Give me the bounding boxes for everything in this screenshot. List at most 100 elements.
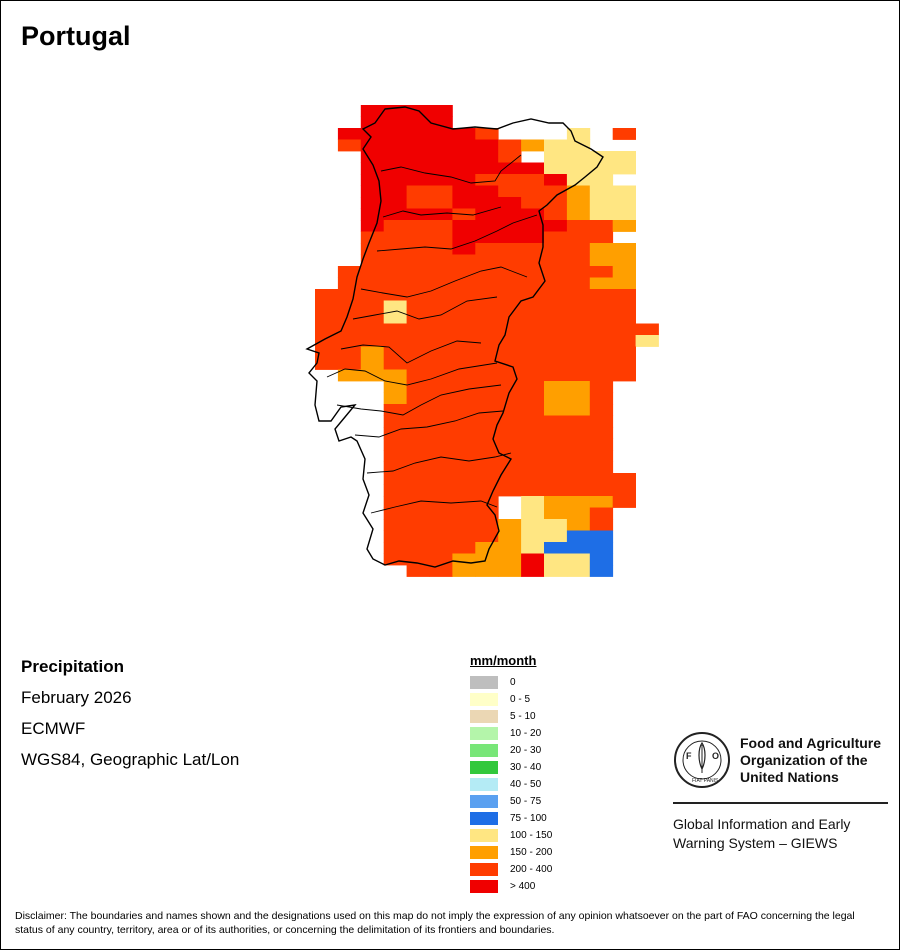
grid-cell (544, 220, 568, 232)
grid-cell (544, 300, 568, 313)
grid-cell (475, 254, 499, 267)
grid-cell (429, 231, 453, 244)
grid-cell (589, 335, 614, 347)
grid-cell (383, 231, 407, 244)
grid-cell (475, 358, 499, 370)
legend-label: 30 - 40 (510, 762, 542, 773)
grid-cell (544, 404, 568, 416)
grid-cell (360, 231, 385, 244)
grid-cell (429, 530, 453, 543)
legend-swatch (470, 676, 498, 689)
grid-cell (544, 266, 568, 278)
grid-cell (406, 358, 430, 370)
grid-cell (589, 461, 614, 474)
legend-item: 0 (470, 674, 552, 691)
grid-cell (429, 404, 453, 416)
grid-cell (521, 162, 545, 175)
grid-cell (498, 185, 522, 198)
grid-cell (544, 162, 568, 175)
grid-cell (566, 381, 591, 393)
legend-swatch (470, 812, 498, 825)
grid-cell (383, 461, 407, 474)
legend-item: 5 - 10 (470, 708, 552, 725)
grid-cell (544, 185, 568, 198)
grid-cell (612, 300, 636, 313)
grid-cell (612, 185, 636, 198)
grid-cell (406, 151, 430, 163)
legend-label: 0 (510, 677, 516, 688)
grid-cell (521, 542, 545, 554)
grid-cell (475, 519, 499, 531)
grid-cell (475, 530, 499, 543)
grid-cell (452, 128, 476, 140)
grid-cell (452, 197, 476, 209)
legend-label: 40 - 50 (510, 779, 542, 790)
fao-name: Food and Agriculture Organization of the… (740, 735, 881, 786)
grid-cell (521, 415, 545, 428)
grid-cell (406, 507, 430, 520)
grid-cell (429, 461, 453, 474)
legend-swatch (470, 727, 498, 740)
grid-cell (589, 300, 614, 313)
grid-cell (498, 542, 522, 554)
grid-cell (589, 151, 614, 163)
grid-cell (360, 220, 385, 232)
grid-cell (452, 254, 476, 267)
grid-cell (544, 553, 568, 566)
grid-cell (498, 404, 522, 416)
grid-cell (406, 530, 430, 543)
grid-cell (566, 530, 591, 543)
fao-name-line3: United Nations (740, 769, 839, 785)
grid-cell (612, 277, 636, 290)
grid-cell (475, 220, 499, 232)
grid-cell (544, 473, 568, 485)
grid-cell (406, 519, 430, 531)
grid-cell (383, 484, 407, 497)
grid-cell (452, 530, 476, 543)
grid-cell (544, 542, 568, 554)
grid-cell (544, 358, 568, 370)
variable-label: Precipitation (21, 657, 124, 676)
map-title: Portugal (21, 21, 131, 51)
logo-letter-o: O (712, 751, 719, 761)
grid-cell (406, 346, 430, 359)
grid-cell (475, 335, 499, 347)
grid-cell (475, 139, 499, 152)
grid-cell (521, 484, 545, 497)
grid-cell (452, 277, 476, 290)
grid-cell (544, 174, 568, 186)
grid-cell (383, 243, 407, 255)
grid-cell (337, 323, 362, 336)
grid-cell (566, 553, 591, 566)
grid-cell (589, 450, 614, 462)
grid-cell (498, 312, 522, 324)
grid-cell (498, 323, 522, 336)
grid-cell (429, 220, 453, 232)
grid-cell (406, 128, 430, 140)
grid-cell (498, 197, 522, 209)
legend-swatch (470, 846, 498, 859)
legend-item: > 400 (470, 878, 552, 895)
grid-cell (566, 300, 591, 313)
grid-cell (337, 266, 362, 278)
grid-cell (337, 277, 362, 290)
grid-cell (429, 254, 453, 267)
legend-label: 50 - 75 (510, 796, 542, 807)
grid-cell (452, 266, 476, 278)
grid-cell (360, 277, 385, 290)
grid-cell (566, 266, 591, 278)
grid-cell (383, 392, 407, 405)
legend-label: 5 - 10 (510, 711, 536, 722)
grid-cell (360, 174, 385, 186)
grid-cell (360, 128, 385, 140)
grid-cell (544, 277, 568, 290)
grid-cell (566, 289, 591, 301)
grid-cell (475, 553, 499, 566)
grid-cell (452, 519, 476, 531)
grid-cell (406, 231, 430, 244)
legend-swatch (470, 693, 498, 706)
grid-cell (544, 139, 568, 152)
grid-cell (612, 496, 636, 508)
grid-cell (315, 289, 339, 301)
grid-cell (429, 300, 453, 313)
